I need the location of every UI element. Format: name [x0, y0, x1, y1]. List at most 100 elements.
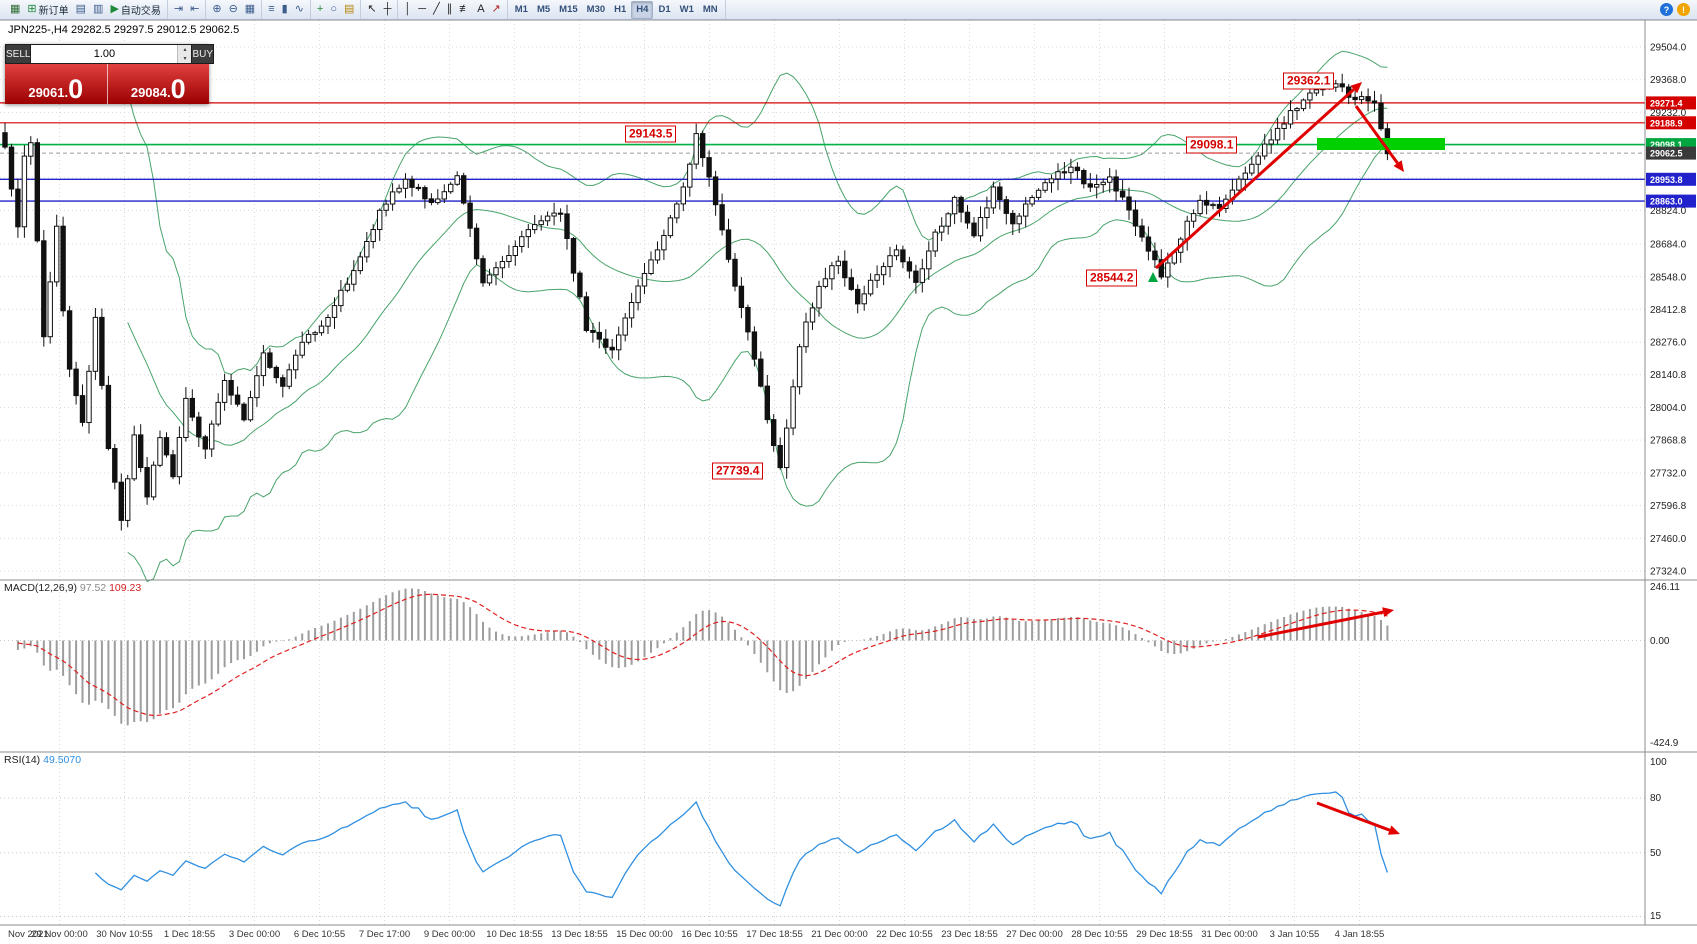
svg-text:28863.0: 28863.0 [1650, 197, 1683, 207]
navigator-icon[interactable]: ▥ [93, 3, 104, 15]
timeframe-mn[interactable]: MN [702, 4, 718, 15]
templates-icon[interactable]: ▤ [343, 3, 355, 15]
bar-chart-icon[interactable]: ≡ [268, 3, 275, 15]
rsi-axis-label: 50 [1650, 848, 1662, 859]
autoscroll-icon[interactable]: ⇥ [173, 3, 184, 15]
macd-trend-arrow [1257, 607, 1394, 639]
price-axis-label: 28276.0 [1650, 338, 1687, 349]
time-axis-label: 13 Dec 18:55 [551, 929, 608, 940]
time-axis-label: 4 Jan 18:55 [1335, 929, 1385, 940]
up-arrow-marker [1148, 272, 1158, 282]
rsi-axis-label: 100 [1650, 757, 1667, 768]
time-axis-label: Nov 2021 [8, 929, 49, 940]
svg-text:29098.1: 29098.1 [1650, 140, 1683, 150]
time-axis-label: 21 Dec 00:00 [811, 929, 868, 940]
buy-button[interactable]: BUY [191, 44, 215, 64]
timeframe-m30[interactable]: M30 [586, 4, 606, 15]
price-tag: 29271.4 [1646, 96, 1696, 110]
time-axis-label: 29 Nov 00:00 [31, 929, 88, 940]
vertical-line-icon[interactable]: │ [404, 3, 412, 15]
timeframe-d1[interactable]: D1 [658, 4, 671, 15]
rsi-trend-arrow [1316, 801, 1400, 835]
price-tag: 29188.9 [1646, 116, 1696, 130]
time-axis[interactable] [0, 925, 1645, 944]
price-axis-label: 28548.0 [1650, 272, 1687, 283]
timeframe-w1[interactable]: W1 [679, 4, 694, 15]
volume-down-icon[interactable]: ▾ [178, 54, 192, 63]
trend-up-arrow [1154, 82, 1362, 270]
price-axis-label: 28412.8 [1650, 305, 1687, 316]
timeframe-m15[interactable]: M15 [559, 4, 578, 15]
time-axis-label: 31 Dec 00:00 [1201, 929, 1258, 940]
svg-text:28953.8: 28953.8 [1650, 175, 1683, 185]
svg-text:29271.4: 29271.4 [1650, 98, 1683, 108]
pullback-down-arrow [1354, 105, 1404, 172]
new-order-button[interactable]: ⊞ 新订单 [27, 3, 69, 18]
rsi-axis-label: 15 [1650, 911, 1662, 922]
indicators-add-icon[interactable]: + [316, 3, 324, 15]
timeframe-h4[interactable]: H4 [631, 0, 654, 19]
time-axis-label: 23 Dec 18:55 [941, 929, 998, 940]
price-axis-label: 28004.0 [1650, 403, 1687, 414]
line-chart-icon[interactable]: ∿ [294, 3, 304, 15]
price-axis-label: 27868.8 [1650, 436, 1687, 447]
volume-input[interactable] [31, 45, 178, 63]
sell-price[interactable]: 29061. 0 [5, 64, 108, 104]
price-axis-label: 27596.8 [1650, 501, 1687, 512]
macd-axis-label: 246.11 [1650, 582, 1680, 593]
channel-icon[interactable]: ∥ [446, 3, 453, 15]
buy-price[interactable]: 29084. 0 [130, 73, 186, 104]
timeframe-m1[interactable]: M1 [514, 4, 528, 15]
horizontal-line-icon[interactable]: ─ [418, 3, 427, 15]
autotrade-button[interactable]: ▶ 自动交易 [110, 3, 161, 18]
timeframe-h1[interactable]: H1 [614, 4, 627, 15]
price-axis[interactable] [1645, 20, 1697, 925]
zoom-in-icon[interactable]: ⊕ [212, 3, 222, 15]
candlestick-chart-icon[interactable]: ▮ [281, 3, 288, 15]
price-axis-label: 28824.0 [1650, 206, 1687, 217]
timeframe-m5[interactable]: M5 [536, 4, 551, 15]
periods-icon[interactable]: ○ [330, 3, 337, 15]
price-axis-label: 28684.0 [1650, 240, 1687, 251]
svg-text:29062.5: 29062.5 [1650, 149, 1683, 159]
highlight-zone [1317, 138, 1445, 150]
arrows-icon[interactable]: ↗ [491, 3, 501, 15]
notifications-icon[interactable]: ! [1677, 3, 1690, 16]
tile-windows-icon[interactable]: ▦ [244, 3, 256, 15]
chart-shift-icon[interactable]: ⇤ [190, 3, 200, 15]
volume-control: ▴ ▾ [31, 44, 192, 64]
chart-symbol-ohlc: JPN225-,H4 29282.5 29297.5 29012.5 29062… [8, 24, 240, 36]
crosshair-icon[interactable]: ┼ [383, 3, 392, 15]
time-axis-label: 16 Dec 10:55 [681, 929, 738, 940]
time-axis-label: 3 Dec 00:00 [229, 929, 280, 940]
time-axis-label: 7 Dec 17:00 [359, 929, 410, 940]
price-axis-label: 27732.0 [1650, 469, 1687, 480]
volume-up-icon[interactable]: ▴ [178, 45, 192, 54]
sell-button[interactable]: SELL [5, 44, 32, 64]
time-axis-label: 10 Dec 18:55 [486, 929, 543, 940]
time-axis-label: 29 Dec 18:55 [1136, 929, 1193, 940]
one-click-trading-panel: SELL ▴ ▾ BUY 29061.0 29084.0 [5, 44, 215, 104]
price-axis-label: 29232.0 [1650, 108, 1687, 119]
svg-text:29188.9: 29188.9 [1650, 118, 1683, 128]
market-watch-icon[interactable]: ▤ [75, 3, 87, 15]
text-icon[interactable]: A [477, 3, 485, 15]
trendline-icon[interactable]: ╱ [433, 3, 440, 15]
new-chart-icon[interactable]: ▦ [10, 3, 21, 15]
price-axis-label: 29368.0 [1650, 75, 1687, 86]
zoom-out-icon[interactable]: ⊖ [228, 3, 238, 15]
time-axis-label: 28 Dec 10:55 [1071, 929, 1128, 940]
cursor-icon[interactable]: ↖ [367, 3, 377, 15]
time-axis-label: 9 Dec 00:00 [424, 929, 475, 940]
help-icon[interactable]: ? [1660, 3, 1673, 16]
time-axis-label: 6 Dec 10:55 [294, 929, 345, 940]
macd-indicator-title: MACD(12,26,9) 97.52 109.23 [4, 582, 142, 594]
time-axis-label: 1 Dec 18:55 [164, 929, 215, 940]
price-tag: 28953.8 [1646, 172, 1696, 186]
fibonacci-icon[interactable]: ≢ [459, 3, 471, 15]
price-axis-label: 27460.0 [1650, 534, 1687, 545]
rsi-indicator-title: RSI(14) 49.5070 [4, 754, 82, 766]
time-axis-label: 22 Dec 10:55 [876, 929, 933, 940]
